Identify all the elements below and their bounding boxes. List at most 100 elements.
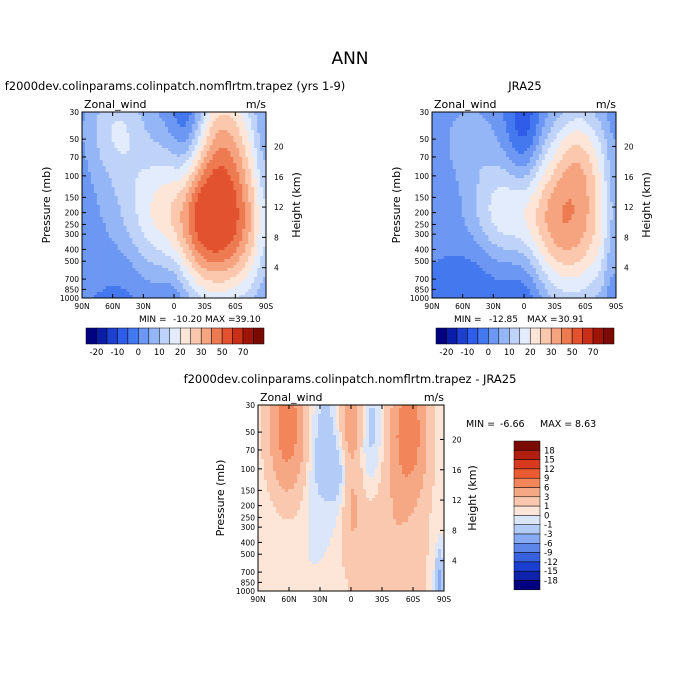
contour-cell bbox=[105, 250, 110, 254]
contour-cell bbox=[464, 127, 469, 131]
contour-cell bbox=[260, 115, 264, 119]
contour-cell bbox=[197, 187, 202, 191]
contour-cell bbox=[440, 145, 445, 149]
contour-cell bbox=[82, 124, 86, 128]
contour-cell bbox=[93, 121, 98, 125]
contour-cell bbox=[141, 175, 145, 179]
contour-cell bbox=[129, 250, 134, 254]
contour-cell bbox=[218, 124, 223, 128]
contour-cell bbox=[452, 160, 457, 164]
contour-cell bbox=[227, 268, 231, 272]
contour-cell bbox=[565, 148, 570, 152]
contour-cell bbox=[482, 157, 487, 161]
contour-cell bbox=[191, 193, 196, 197]
contour-cell bbox=[245, 286, 249, 290]
contour-cell bbox=[108, 151, 113, 155]
contour-cell bbox=[123, 151, 128, 155]
contour-cell bbox=[437, 115, 442, 119]
contour-cell bbox=[221, 178, 226, 182]
contour-cell bbox=[191, 118, 196, 122]
contour-cell bbox=[141, 283, 145, 287]
contour-cell bbox=[227, 247, 231, 251]
contour-cell bbox=[129, 259, 134, 263]
contour-cell bbox=[126, 271, 131, 275]
contour-cell bbox=[138, 211, 142, 215]
contour-cell bbox=[117, 235, 122, 239]
contour-cell bbox=[185, 280, 190, 284]
contour-cell bbox=[108, 232, 113, 236]
contour-cell bbox=[488, 142, 492, 146]
contour-cell bbox=[150, 295, 154, 298]
contour-cell bbox=[512, 127, 516, 131]
contour-cell bbox=[571, 127, 576, 131]
contour-cell bbox=[102, 253, 107, 257]
contour-cell bbox=[159, 265, 163, 269]
contour-cell bbox=[179, 250, 184, 254]
contour-cell bbox=[108, 268, 113, 272]
contour-cell bbox=[215, 121, 220, 125]
contour-cell bbox=[203, 124, 208, 128]
contour-cell bbox=[251, 268, 255, 272]
contour-cell bbox=[577, 136, 581, 140]
contour-cell bbox=[227, 199, 231, 203]
contour-cell bbox=[547, 145, 552, 149]
contour-cell bbox=[182, 160, 187, 164]
contour-cell bbox=[111, 172, 116, 176]
contour-cell bbox=[165, 274, 169, 278]
contour-cell bbox=[529, 121, 534, 125]
contour-cell bbox=[500, 124, 504, 128]
contour-cell bbox=[87, 127, 92, 131]
contour-cell bbox=[102, 202, 107, 206]
contour-cell bbox=[108, 166, 113, 170]
contour-cell bbox=[200, 136, 205, 140]
contour-cell bbox=[434, 121, 439, 125]
contour-cell bbox=[82, 286, 86, 290]
contour-cell bbox=[443, 115, 448, 119]
contour-cell bbox=[191, 142, 196, 146]
contour-cell bbox=[185, 229, 190, 233]
contour-cell bbox=[129, 205, 134, 209]
contour-cell bbox=[82, 136, 86, 140]
contour-cell bbox=[550, 160, 555, 164]
contour-cell bbox=[239, 223, 243, 227]
contour-cell bbox=[446, 160, 451, 164]
y-tick-label: 50 bbox=[69, 135, 79, 144]
contour-cell bbox=[150, 127, 154, 131]
contour-cell bbox=[84, 184, 89, 188]
contour-cell bbox=[221, 136, 226, 140]
contour-cell bbox=[263, 136, 266, 140]
contour-cell bbox=[105, 202, 110, 206]
contour-cell bbox=[215, 244, 220, 248]
contour-cell bbox=[200, 148, 205, 152]
contour-cell bbox=[248, 214, 252, 218]
contour-cell bbox=[188, 220, 193, 224]
contour-cell bbox=[90, 259, 95, 263]
contour-cell bbox=[135, 145, 139, 149]
contour-cell bbox=[470, 118, 475, 122]
contour-cell bbox=[553, 139, 558, 143]
contour-cell bbox=[227, 232, 231, 236]
contour-cell bbox=[248, 169, 252, 173]
contour-cell bbox=[443, 151, 448, 155]
contour-cell bbox=[248, 148, 252, 152]
contour-cell bbox=[254, 130, 258, 134]
contour-cell bbox=[455, 130, 460, 134]
contour-cell bbox=[206, 202, 211, 206]
contour-cell bbox=[117, 142, 122, 146]
contour-cell bbox=[595, 124, 599, 128]
contour-cell bbox=[191, 262, 196, 266]
contour-cell bbox=[598, 118, 602, 122]
contour-cell bbox=[123, 250, 128, 254]
contour-cell bbox=[473, 151, 478, 155]
contour-cell bbox=[114, 163, 119, 167]
contour-cell bbox=[179, 148, 184, 152]
contour-cell bbox=[467, 136, 472, 140]
contour-cell bbox=[230, 205, 234, 209]
contour-cell bbox=[452, 127, 457, 131]
contour-cell bbox=[497, 151, 501, 155]
contour-cell bbox=[135, 193, 139, 197]
contour-cell bbox=[182, 133, 187, 137]
contour-cell bbox=[96, 115, 101, 119]
contour-cell bbox=[102, 130, 107, 134]
contour-cell bbox=[99, 241, 104, 245]
